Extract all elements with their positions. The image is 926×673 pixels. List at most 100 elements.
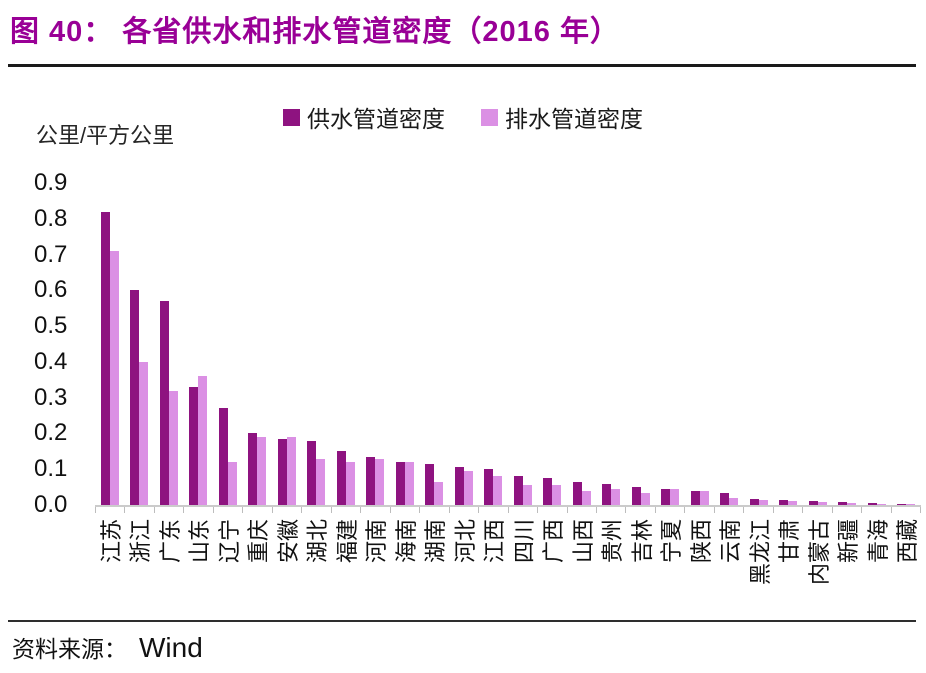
bar-group: [213, 408, 243, 505]
drain-bar: [611, 488, 621, 505]
x-label-cell: 西藏: [892, 513, 922, 618]
supply-bar: [808, 501, 818, 505]
x-label: 宁夏: [659, 519, 685, 564]
x-tick: [448, 507, 478, 513]
x-label-cell: 新疆: [833, 513, 863, 618]
bar-group: [361, 456, 391, 505]
x-label-cell: 江苏: [95, 513, 125, 618]
x-label: 内蒙古: [806, 519, 832, 586]
drain-bar: [817, 502, 827, 505]
x-tick: [301, 507, 330, 513]
x-tick: [654, 507, 684, 513]
x-label: 海南: [393, 519, 419, 564]
supply-bar: [100, 211, 110, 505]
drain-bar: [463, 471, 473, 505]
x-label: 吉林: [629, 519, 655, 564]
supply-bar: [543, 478, 553, 505]
x-tick: [389, 507, 419, 513]
drain-bar: [257, 437, 267, 505]
y-tick-label: 0.4: [34, 347, 68, 375]
supply-bar: [749, 499, 759, 505]
x-label: 安徽: [275, 519, 301, 564]
bar-group: [597, 483, 627, 505]
x-tick: [772, 507, 802, 513]
x-label: 辽宁: [216, 519, 242, 564]
y-axis-labels: 0.9 0.8 0.7 0.6 0.5 0.4 0.3 0.2 0.1 0.0: [34, 169, 88, 518]
legend-item: 供水管道密度: [283, 100, 445, 134]
bar-group: [833, 502, 863, 505]
x-label-cell: 内蒙古: [803, 513, 833, 618]
x-label: 河南: [364, 519, 390, 564]
x-tick: [595, 507, 625, 513]
supply-bar: [897, 504, 907, 505]
y-tick-label: 0.2: [34, 419, 68, 447]
drain-bar: [552, 485, 562, 505]
x-tick: [153, 507, 183, 513]
x-label-cell: 浙江: [125, 513, 155, 618]
x-label-cell: 江西: [479, 513, 509, 618]
bar-group: [302, 440, 332, 505]
bar-group: [449, 467, 479, 505]
x-label-cell: 湖南: [420, 513, 450, 618]
x-label: 重庆: [246, 519, 272, 564]
supply-bar: [690, 491, 700, 505]
x-label-cell: 宁夏: [656, 513, 686, 618]
x-label: 广西: [541, 519, 567, 564]
bar-group: [420, 463, 450, 505]
x-tick: [890, 507, 922, 513]
x-label-cell: 黑龙江: [744, 513, 774, 618]
bar-group: [390, 462, 420, 505]
x-label-cell: 河南: [361, 513, 391, 618]
y-tick-label: 0.8: [34, 204, 68, 232]
x-tick: [537, 507, 566, 513]
x-ticks: [95, 507, 922, 513]
y-tick-label: 0.3: [34, 383, 68, 411]
x-label-cell: 辽宁: [213, 513, 243, 618]
supply-bar: [484, 469, 494, 505]
bar-group: [184, 376, 214, 505]
x-tick: [566, 507, 596, 513]
legend-label: 排水管道密度: [505, 106, 643, 132]
bar-group: [154, 301, 184, 505]
x-label: 黑龙江: [747, 519, 773, 586]
bar-group: [626, 487, 656, 505]
bar-group: [272, 437, 302, 505]
drain-bar: [227, 462, 237, 505]
legend-item: 排水管道密度: [481, 100, 643, 134]
y-tick-label: 0.0: [34, 491, 68, 518]
drain-bar: [670, 488, 680, 505]
x-tick: [419, 507, 448, 513]
drain-bar: [404, 462, 414, 505]
bar-group: [538, 478, 568, 505]
bar-group: [331, 451, 361, 505]
x-tick: [831, 507, 861, 513]
x-label-cell: 贵州: [597, 513, 627, 618]
x-label: 江苏: [98, 519, 124, 564]
bar-group: [508, 476, 538, 505]
drain-bar: [434, 481, 444, 505]
x-label: 山西: [570, 519, 596, 564]
x-label-cell: 云南: [715, 513, 745, 618]
x-tick: [95, 507, 124, 513]
drain-bar: [522, 485, 532, 505]
x-label: 浙江: [128, 519, 154, 564]
supply-bar: [838, 502, 848, 505]
drain-bar: [109, 251, 119, 505]
x-label: 甘肃: [777, 519, 803, 564]
x-label-cell: 重庆: [243, 513, 273, 618]
y-tick-label: 0.5: [34, 312, 68, 340]
supply-bar: [307, 440, 317, 505]
supply-bar: [336, 451, 346, 505]
x-tick: [212, 507, 242, 513]
x-tick: [861, 507, 890, 513]
drain-bar: [139, 361, 149, 505]
x-label: 西藏: [895, 519, 921, 564]
drain-bar: [168, 390, 178, 505]
supply-bar: [277, 438, 287, 505]
drain-bar: [847, 502, 857, 505]
supply-bar: [513, 476, 523, 505]
drain-bar: [876, 503, 886, 505]
drain-bar: [729, 497, 739, 505]
supply-bar: [159, 301, 169, 505]
bar-group: [744, 499, 774, 505]
